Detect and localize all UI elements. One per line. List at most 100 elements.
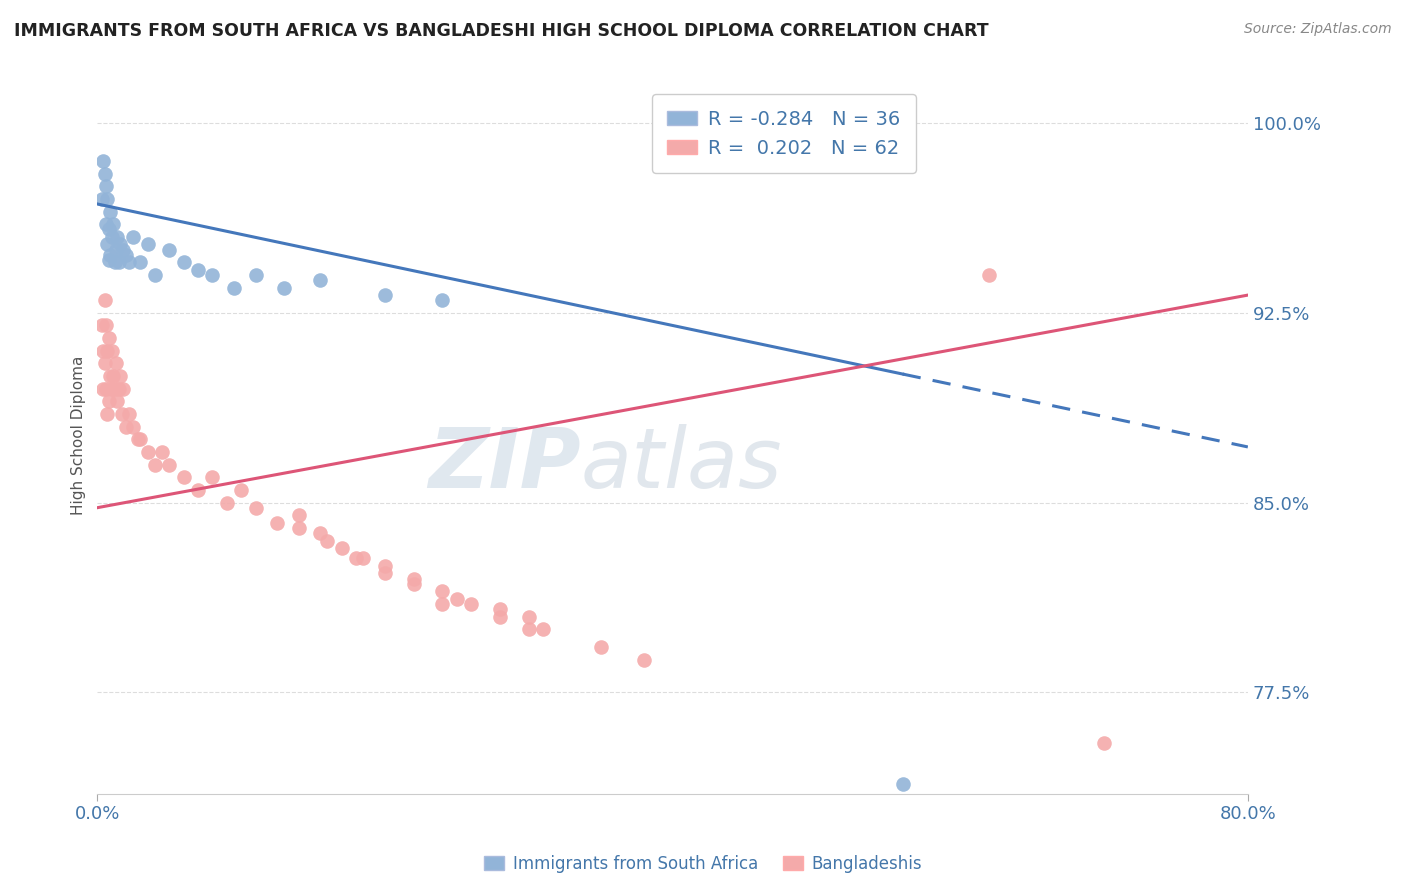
Point [517,622,540,636]
Point [201,268,224,282]
Point [93,293,115,307]
Text: Source: ZipAtlas.com: Source: ZipAtlas.com [1244,22,1392,37]
Point [374,558,396,573]
Point [93,356,115,370]
Point [96,237,118,252]
Point [94,382,117,396]
Text: IMMIGRANTS FROM SOUTH AFRICA VS BANGLADESHI HIGH SCHOOL DIPLOMA CORRELATION CHAR: IMMIGRANTS FROM SOUTH AFRICA VS BANGLADE… [14,22,988,40]
Point [977,268,1000,282]
Point [446,591,468,606]
Point [96,343,118,358]
Point [330,541,353,556]
Point [222,280,245,294]
Text: ZIP: ZIP [427,424,581,505]
Point [97,394,120,409]
Point [107,394,129,409]
Point [287,521,309,535]
Point [105,356,128,370]
Point [432,597,454,611]
Point [90,192,112,206]
Point [94,217,117,231]
Point [266,516,288,530]
Point [93,167,115,181]
Point [98,204,121,219]
Point [173,470,195,484]
Point [531,622,554,636]
Point [107,230,129,244]
Point [122,230,145,244]
Point [96,192,118,206]
Point [201,470,224,484]
Point [402,572,425,586]
Point [215,495,238,509]
Point [489,609,512,624]
Point [287,508,309,523]
Point [231,483,253,497]
Point [187,262,209,277]
Point [352,551,374,566]
Point [245,500,267,515]
Point [143,458,166,472]
Point [104,382,127,396]
Point [129,433,152,447]
Text: atlas: atlas [581,424,782,505]
Legend: R = -0.284   N = 36, R =  0.202   N = 62: R = -0.284 N = 36, R = 0.202 N = 62 [652,95,915,173]
Point [111,407,134,421]
Point [187,483,209,497]
Point [136,237,159,252]
Point [589,640,612,654]
Point [273,280,295,294]
Point [136,445,159,459]
Point [108,255,131,269]
Point [100,382,122,396]
Point [374,566,396,581]
Point [115,419,138,434]
Point [309,273,332,287]
Point [157,458,180,472]
Point [115,247,138,261]
Point [432,584,454,599]
Point [97,252,120,267]
Point [633,652,655,666]
Point [101,369,124,384]
Point [460,597,482,611]
Point [94,318,117,333]
Point [96,407,118,421]
Point [91,382,114,396]
Point [150,445,173,459]
Point [891,776,914,790]
Point [344,551,367,566]
Point [432,293,454,307]
Point [100,343,122,358]
Point [245,268,267,282]
Point [105,243,128,257]
Point [112,243,135,257]
Point [110,237,132,252]
Point [91,153,114,168]
Point [127,433,149,447]
Point [98,247,121,261]
Point [143,268,166,282]
Point [118,407,141,421]
Point [1092,736,1115,750]
Point [94,179,117,194]
Point [108,382,131,396]
Point [374,288,396,302]
Point [98,369,121,384]
Point [112,382,135,396]
Point [489,602,512,616]
Y-axis label: High School Diploma: High School Diploma [72,356,86,516]
Point [118,255,141,269]
Point [97,331,120,345]
Point [91,343,114,358]
Point [157,243,180,257]
Point [110,369,132,384]
Point [100,230,122,244]
Point [101,217,124,231]
Point [316,533,339,548]
Legend: Immigrants from South Africa, Bangladeshis: Immigrants from South Africa, Bangladesh… [478,848,928,880]
Point [173,255,195,269]
Point [129,255,152,269]
Point [97,222,120,236]
Point [90,318,112,333]
